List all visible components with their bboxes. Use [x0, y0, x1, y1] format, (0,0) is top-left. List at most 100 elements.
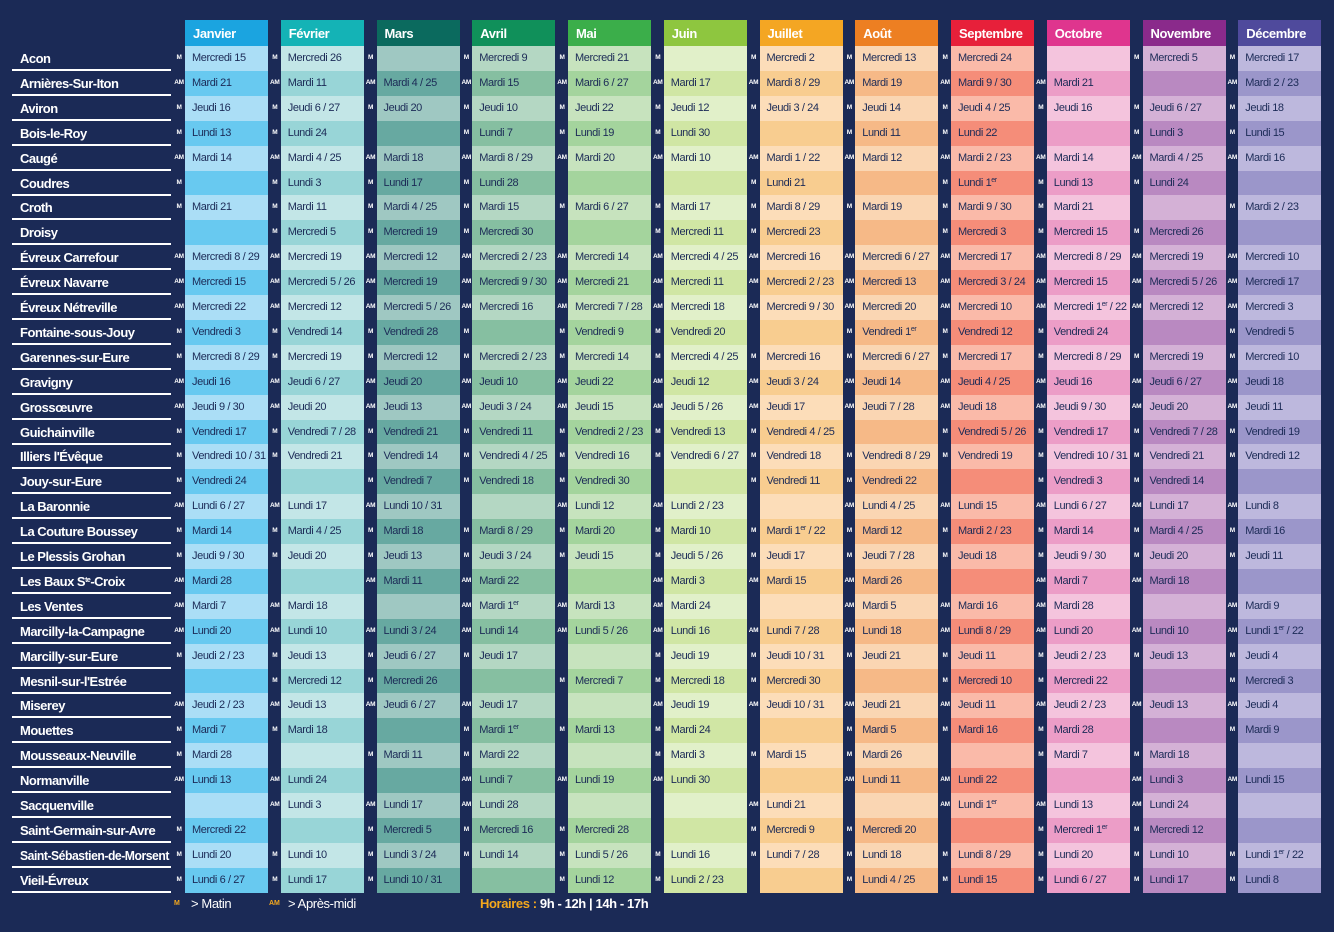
text-fit: Mardi 7: [192, 724, 226, 737]
text-fit: Mardi 14: [192, 151, 232, 164]
text-fit: Mercredi 18: [670, 301, 725, 313]
text-fit: Jeudi 22: [575, 375, 614, 388]
collection-date-cell: Mardi 20: [568, 145, 651, 171]
time-slot-mark: AM: [365, 576, 376, 584]
collection-date-cell: Mercredi 16: [759, 245, 843, 271]
collection-date-cell: Mercredi 5: [280, 220, 364, 246]
time-slot-mark: M: [463, 128, 469, 136]
time-slot-mark: AM: [269, 377, 280, 385]
time-slot-mark: AM: [461, 153, 471, 161]
time-slot-mark: M: [559, 203, 565, 211]
time-slot-mark: M: [176, 452, 182, 460]
time-slot-mark: AM: [1131, 377, 1142, 385]
month-header: Janvier: [185, 20, 268, 46]
text-fit: Mercredi 15: [192, 52, 246, 64]
text-fit: Lundi 11: [862, 774, 901, 787]
collection-date-cell: [280, 743, 364, 769]
time-slot-mark: M: [559, 54, 565, 61]
text-fit: Jeudi 9 / 30: [192, 550, 245, 562]
collection-date-cell: Mardi 14: [185, 519, 268, 545]
collection-date-cell: Lundi 30: [663, 768, 747, 794]
text-fit: Évreux Carrefour: [20, 250, 119, 266]
time-slot-mark: AM: [940, 377, 950, 385]
text-fit: Jeudi 13: [1149, 699, 1189, 712]
collection-date-cell: Mardi 26: [855, 743, 939, 769]
time-slot-mark: M: [1133, 128, 1140, 136]
text-fit: Vendredi 16: [575, 450, 630, 463]
time-slot-mark: AM: [748, 78, 759, 86]
collection-date-cell: Mercredi 4 / 25: [663, 245, 747, 271]
time-slot-mark: M: [463, 751, 469, 759]
time-slot-mark: M: [176, 825, 182, 833]
collection-date-cell: [568, 170, 651, 196]
collection-date-cell: Mardi 18: [376, 145, 460, 171]
collection-date-cell: Mercredi 12: [280, 668, 364, 694]
collection-date-cell: Lundi 8: [1238, 867, 1322, 893]
text-fit: Lundi 7 / 28: [766, 848, 820, 861]
text-fit: Jeudi 5 / 26: [670, 550, 723, 562]
text-fit: Lundi 10: [287, 624, 327, 637]
time-slot-mark: M: [1229, 726, 1235, 734]
text-fit: Lundi 3: [287, 176, 322, 189]
collection-date-cell: Jeudi 11: [951, 643, 1034, 669]
collection-date-cell: Lundi 1er: [951, 793, 1034, 818]
collection-date-cell: [663, 46, 747, 71]
collection-date-cell: [376, 46, 460, 71]
text-fit: Mardi 15: [766, 574, 807, 587]
hours-label: Horaires :: [480, 896, 537, 911]
time-slot-mark: M: [750, 178, 757, 186]
collection-date-cell: Jeudi 6 / 27: [280, 369, 364, 395]
text-fit: Lundi 13: [1053, 176, 1093, 189]
collection-date-cell: Lundi 1er: [951, 170, 1034, 196]
collection-date-cell: [663, 170, 747, 196]
time-slot-mark: M: [942, 228, 948, 236]
text-fit: Mardi 24: [670, 599, 711, 612]
time-slot-mark: [1226, 818, 1238, 843]
text-fit: Vendredi 14: [1149, 475, 1205, 488]
commune-name: Sacquenville: [12, 793, 171, 818]
text-fit: Jeudi 18: [958, 550, 997, 562]
time-slot-mark: M: [846, 552, 852, 559]
collection-date-cell: [951, 817, 1034, 843]
time-slot-mark: M: [846, 875, 852, 883]
text-fit: Mercredi 19: [1149, 251, 1204, 264]
text-fit: Mercredi 8 / 29: [1053, 251, 1122, 264]
time-slot-mark: M: [942, 676, 948, 684]
text-fit: Mercredi 18: [670, 674, 725, 687]
collection-date-cell: Mercredi 1er: [1046, 817, 1130, 843]
collection-date-cell: Jeudi 10: [472, 95, 556, 121]
month-header: Octobre: [1046, 20, 1130, 46]
collection-date-cell: Jeudi 10 / 31: [759, 693, 843, 719]
collection-date-cell: Lundi 14: [472, 842, 556, 868]
collection-date-cell: [472, 668, 556, 694]
collection-date-cell: Mardi 18: [376, 519, 460, 545]
time-slot-mark: [1131, 669, 1143, 694]
collection-date-cell: Mardi 18: [1142, 743, 1226, 769]
text-fit: Miserey: [20, 698, 65, 714]
collection-date-cell: Lundi 15: [951, 867, 1034, 893]
text-fit: Mardi 1er / 22: [766, 525, 826, 538]
time-slot-mark: [748, 594, 760, 619]
collection-date-cell: Lundi 22: [951, 120, 1034, 146]
time-slot-mark: AM: [557, 377, 567, 385]
collection-date-cell: Mercredi 11: [663, 220, 747, 246]
time-slot-mark: [652, 793, 664, 818]
collection-date-cell: Mercredi 15: [1046, 270, 1130, 296]
text-fit: Lundi 19: [575, 774, 615, 787]
text-fit: Jeudi 9 / 30: [1053, 400, 1106, 413]
time-slot-mark: AM: [1227, 402, 1237, 410]
time-slot-mark: [1226, 793, 1238, 818]
time-slot-mark: AM: [1131, 776, 1142, 784]
collection-date-cell: [759, 494, 843, 520]
commune-name: Guichainville: [12, 420, 171, 445]
text-fit: Jeudi 6 / 27: [1149, 101, 1202, 114]
text-fit: Sacquenville: [20, 798, 94, 813]
text-fit: Mercredi 30: [479, 226, 533, 239]
text-fit: Vendredi 7 / 28: [1149, 425, 1218, 438]
collection-date-cell: Jeudi 12: [663, 95, 747, 121]
time-slot-mark: AM: [844, 776, 854, 784]
text-fit: Mardi 4 / 25: [383, 201, 438, 214]
text-fit: Jeudi 2 / 23: [1053, 699, 1106, 712]
collection-date-cell: Lundi 21: [759, 793, 843, 818]
collection-date-cell: Lundi 3: [280, 170, 364, 196]
